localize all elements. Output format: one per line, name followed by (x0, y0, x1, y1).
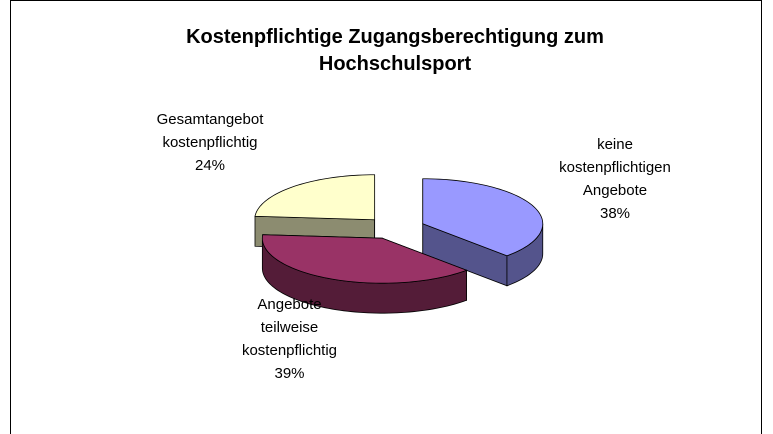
chart-frame (10, 0, 762, 434)
chart-title: Kostenpflichtige Zugangsberechtigung zum… (186, 26, 604, 75)
slice-name: Angebote teilweise kostenpflichtig (241, 296, 338, 359)
slice-value: 24% (194, 157, 226, 174)
slice-name: keine kostenpflichtigen Angebote (559, 136, 671, 199)
slice-label: Gesamtangebot kostenpflichtig 24% (145, 108, 275, 177)
pie-slice (422, 178, 544, 257)
slice-label: Angebote teilweise kostenpflichtig 39% (232, 293, 347, 385)
slice-label: keine kostenpflichtigen Angebote 38% (545, 133, 685, 225)
pie-slice (254, 174, 376, 221)
slice-value: 38% (599, 205, 631, 222)
slice-name: Gesamtangebot kostenpflichtig (156, 111, 264, 151)
pie-slice (261, 234, 468, 284)
slice-value: 39% (274, 365, 305, 382)
